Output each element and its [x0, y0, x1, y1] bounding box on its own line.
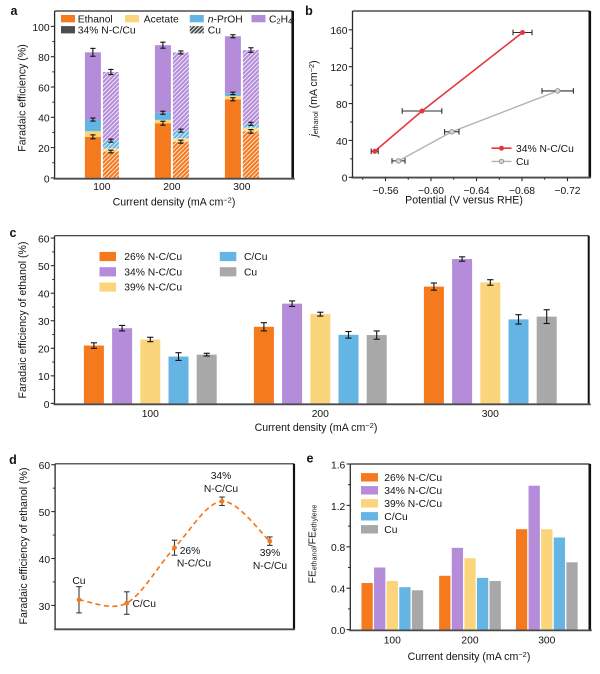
svg-text:80: 80 [336, 100, 348, 111]
svg-text:26% N-C/Cu: 26% N-C/Cu [124, 252, 182, 263]
svg-text:1.6: 1.6 [331, 460, 346, 471]
svg-text:300: 300 [482, 409, 499, 420]
svg-text:26%: 26% [180, 546, 201, 557]
svg-text:Faradaic efficiency of ethanol: Faradaic efficiency of ethanol (%) [17, 241, 29, 398]
svg-text:e: e [307, 452, 314, 466]
svg-text:b: b [305, 4, 313, 18]
svg-text:−0.60: −0.60 [418, 186, 444, 197]
svg-text:39% N-C/Cu: 39% N-C/Cu [384, 499, 442, 510]
svg-text:N-C/Cu: N-C/Cu [177, 559, 212, 570]
svg-text:39%: 39% [260, 548, 281, 559]
svg-text:20: 20 [38, 345, 50, 356]
svg-text:30: 30 [39, 602, 51, 613]
svg-text:Faradaic efficiency of ethanol: Faradaic efficiency of ethanol (%) [18, 467, 30, 624]
svg-text:N-C/Cu: N-C/Cu [253, 561, 288, 572]
svg-text:34%: 34% [211, 471, 232, 482]
svg-text:26% N-C/Cu: 26% N-C/Cu [384, 473, 442, 484]
svg-text:100: 100 [32, 23, 49, 34]
svg-text:n-PrOH: n-PrOH [208, 14, 243, 25]
svg-text:C2H4: C2H4 [269, 14, 292, 25]
svg-text:300: 300 [538, 635, 555, 646]
svg-text:100: 100 [93, 182, 110, 193]
svg-text:N-C/Cu: N-C/Cu [204, 484, 239, 495]
svg-text:−0.56: −0.56 [372, 186, 398, 197]
svg-text:20: 20 [38, 144, 50, 155]
svg-text:−0.68: −0.68 [509, 186, 535, 197]
svg-text:Cu: Cu [208, 25, 221, 36]
svg-text:300: 300 [233, 182, 250, 193]
svg-text:0.4: 0.4 [331, 585, 346, 596]
svg-text:c: c [10, 226, 17, 240]
svg-text:0.0: 0.0 [331, 626, 346, 637]
svg-text:34% N-C/Cu: 34% N-C/Cu [516, 144, 574, 155]
svg-text:Cu: Cu [244, 267, 257, 278]
svg-text:C/Cu: C/Cu [384, 512, 408, 523]
svg-text:Current density (mA cm−2): Current density (mA cm−2) [255, 421, 378, 434]
svg-text:0.8: 0.8 [331, 543, 346, 554]
svg-text:Faradaic efficiency (%): Faradaic efficiency (%) [17, 44, 29, 152]
svg-text:Current density (mA cm−2): Current density (mA cm−2) [408, 650, 531, 663]
svg-text:34% N-C/Cu: 34% N-C/Cu [384, 486, 442, 497]
svg-text:C/Cu: C/Cu [244, 252, 268, 263]
svg-text:30: 30 [38, 317, 50, 328]
svg-text:100: 100 [384, 635, 401, 646]
svg-text:0: 0 [342, 174, 348, 185]
svg-text:FEethanol/FEethylene: FEethanol/FEethylene [308, 505, 319, 584]
svg-text:0: 0 [44, 174, 50, 185]
svg-text:Cu: Cu [72, 576, 85, 587]
svg-text:Cu: Cu [384, 525, 397, 536]
svg-text:40: 40 [38, 114, 50, 125]
svg-text:80: 80 [38, 53, 50, 64]
svg-text:60: 60 [39, 461, 51, 472]
svg-text:40: 40 [39, 555, 51, 566]
svg-text:200: 200 [163, 182, 180, 193]
svg-text:50: 50 [39, 508, 51, 519]
svg-text:1.2: 1.2 [331, 502, 346, 513]
svg-text:a: a [11, 4, 19, 18]
svg-text:200: 200 [312, 409, 329, 420]
svg-text:Potential (V versus RHE): Potential (V versus RHE) [405, 194, 523, 206]
svg-text:0: 0 [44, 400, 50, 411]
svg-text:160: 160 [330, 26, 347, 37]
svg-text:d: d [9, 453, 17, 467]
svg-text:−0.72: −0.72 [554, 186, 580, 197]
svg-text:10: 10 [38, 372, 50, 383]
svg-text:C/Cu: C/Cu [133, 599, 157, 610]
svg-text:120: 120 [330, 63, 347, 74]
svg-text:−0.64: −0.64 [463, 186, 489, 197]
svg-text:50: 50 [38, 262, 50, 273]
svg-text:60: 60 [38, 235, 50, 246]
svg-text:34% N-C/Cu: 34% N-C/Cu [124, 267, 182, 278]
svg-text:Acetate: Acetate [144, 14, 179, 25]
svg-text:100: 100 [142, 409, 159, 420]
svg-text:Ethanol: Ethanol [78, 14, 113, 25]
svg-text:34% N-C/Cu: 34% N-C/Cu [78, 25, 136, 36]
svg-text:200: 200 [461, 635, 478, 646]
svg-text:40: 40 [38, 290, 50, 301]
svg-text:39% N-C/Cu: 39% N-C/Cu [124, 283, 182, 294]
svg-text:40: 40 [336, 137, 348, 148]
svg-text:Cu: Cu [516, 157, 529, 168]
svg-text:Current density (mA cm−2): Current density (mA cm−2) [113, 196, 236, 209]
svg-text:60: 60 [38, 83, 50, 94]
